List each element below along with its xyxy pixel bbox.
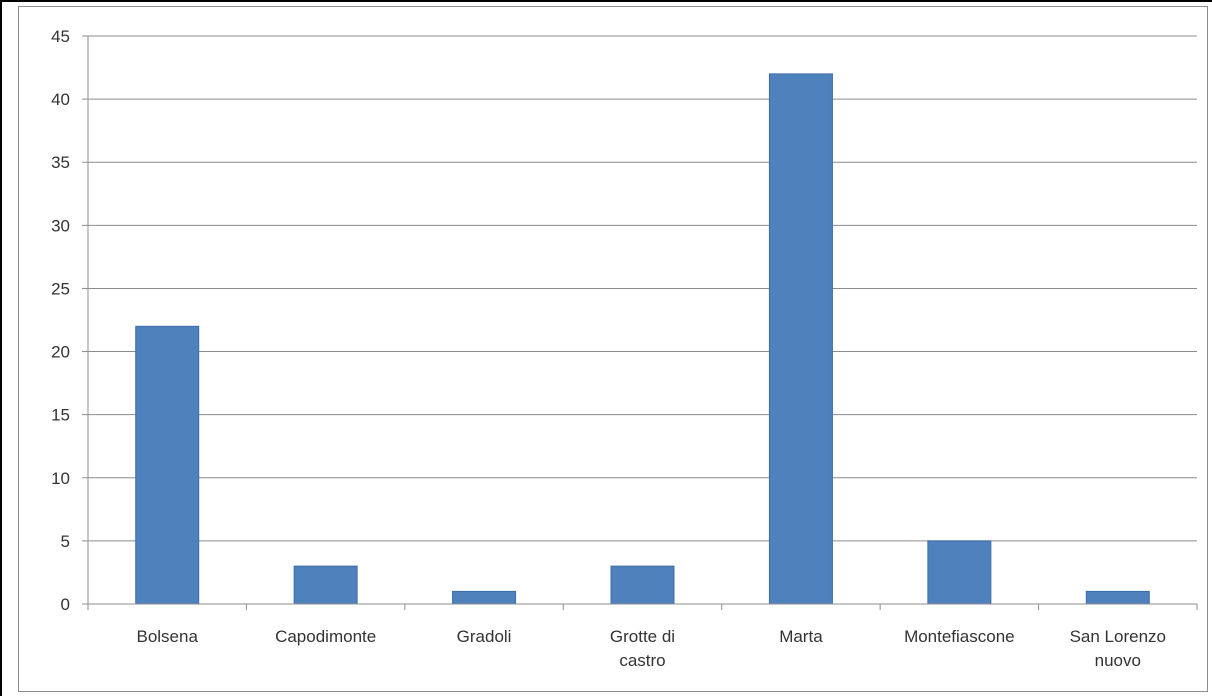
- bar-marta: [768, 73, 833, 605]
- x-tick-label-bolsena: Bolsena: [136, 627, 198, 646]
- y-tick-label-40: 40: [51, 90, 70, 109]
- bars: [135, 73, 1150, 605]
- x-tick-label-gradoli: Gradoli: [457, 627, 512, 646]
- bar-san-lorenzo-nuovo: [1085, 590, 1150, 605]
- y-tick-labels: 0 5 10 15 20 25 30 35 40 45: [51, 27, 70, 614]
- bar-montefiascone: [927, 540, 992, 605]
- y-tick-label-30: 30: [51, 216, 70, 235]
- x-tick-label-grotte-di-castro: Grotte di castro: [610, 627, 675, 670]
- y-tick-label-20: 20: [51, 343, 70, 362]
- y-tick-label-10: 10: [51, 469, 70, 488]
- axes: [82, 35, 1198, 610]
- bar-capodimonte: [293, 565, 358, 605]
- x-tick-label-san-lorenzo-nuovo: San Lorenzo nuovo: [1070, 627, 1166, 670]
- x-tick-labels: Bolsena Capodimonte Gradoli Grotte di castro…: [136, 627, 1165, 670]
- bar-gradoli: [452, 590, 517, 605]
- y-tick-label-15: 15: [51, 406, 70, 425]
- y-tick-label-45: 45: [51, 27, 70, 46]
- y-tick-label-35: 35: [51, 153, 70, 172]
- bar-grotte-di-castro: [610, 565, 675, 605]
- x-tick-label-montefiascone: Montefiascone: [904, 627, 1015, 646]
- gridlines: [88, 35, 1197, 542]
- y-tick-label-0: 0: [61, 595, 70, 614]
- y-tick-label-25: 25: [51, 279, 70, 298]
- bar-bolsena: [135, 325, 200, 605]
- y-tick-label-5: 5: [61, 532, 70, 551]
- x-tick-label-capodimonte: Capodimonte: [275, 627, 376, 646]
- x-tick-label-marta: Marta: [779, 627, 823, 646]
